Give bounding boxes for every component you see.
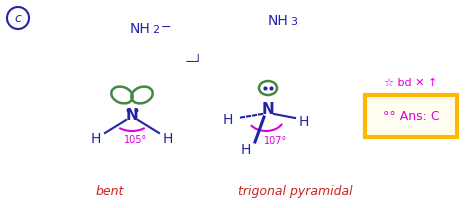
Text: NH: NH xyxy=(130,22,151,36)
Text: H: H xyxy=(299,115,309,129)
Text: 107°: 107° xyxy=(264,136,288,146)
Text: NH: NH xyxy=(268,14,289,28)
Text: H: H xyxy=(223,113,233,127)
Text: ┌−: ┌− xyxy=(178,52,196,65)
Text: ☆ bd ✕ ↑: ☆ bd ✕ ↑ xyxy=(384,78,438,88)
Text: −: − xyxy=(161,21,172,34)
Text: N: N xyxy=(262,103,274,118)
Text: 3: 3 xyxy=(290,17,297,27)
Text: H: H xyxy=(163,132,173,146)
Text: c: c xyxy=(15,11,21,25)
Text: 105°: 105° xyxy=(124,135,147,145)
Text: N: N xyxy=(126,108,138,123)
Text: 2: 2 xyxy=(152,25,159,35)
Bar xyxy=(365,95,457,137)
Text: °° Ans: C: °° Ans: C xyxy=(383,109,439,123)
Text: bent: bent xyxy=(96,185,124,198)
Text: trigonal pyramidal: trigonal pyramidal xyxy=(237,185,352,198)
Text: H: H xyxy=(91,132,101,146)
Text: H: H xyxy=(241,143,251,157)
